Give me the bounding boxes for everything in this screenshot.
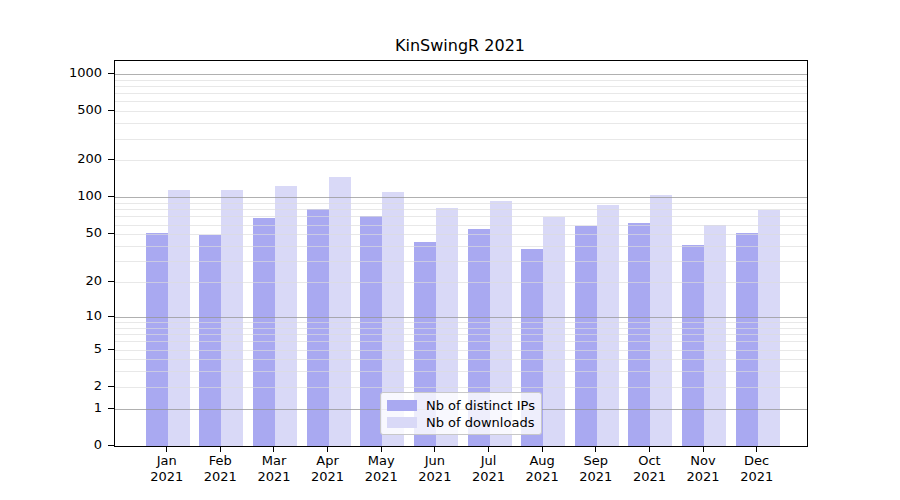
y-tick-label: 100 [12,188,102,204]
minor-gridline [115,123,807,124]
legend-item-downloads: Nb of downloads [387,414,535,430]
major-gridline [115,197,807,198]
y-tick-mark [108,281,114,282]
minor-gridline [115,246,807,247]
minor-gridline [115,341,807,342]
minor-gridline [115,371,807,372]
minor-gridline [115,160,807,161]
y-tick-label: 500 [12,102,102,118]
minor-gridline [115,334,807,335]
minor-gridline [115,387,807,388]
y-tick-mark [108,233,114,234]
legend-label-distinct-ips: Nb of distinct IPs [426,398,535,413]
minor-gridline [115,101,807,102]
minor-gridline [115,209,807,210]
minor-gridline [115,139,807,140]
x-tick-mark [703,446,704,452]
minor-gridline [115,216,807,217]
x-tick-mark [434,446,435,452]
minor-gridline [115,93,807,94]
minor-gridline [115,80,807,81]
x-tick-mark [595,446,596,452]
x-tick-month: Dec [725,453,789,469]
minor-gridline [115,234,807,235]
y-tick-mark [108,110,114,111]
y-tick-label: 10 [12,308,102,324]
plot-area: Nb of distinct IPs Nb of downloads [114,60,808,447]
y-tick-mark [108,196,114,197]
legend: Nb of distinct IPs Nb of downloads [380,392,542,435]
y-tick-mark [108,349,114,350]
x-tick-mark [166,446,167,452]
x-tick-label: Dec2021 [725,453,789,485]
minor-gridline [115,225,807,226]
y-tick-label: 50 [12,225,102,241]
major-gridline [115,317,807,318]
minor-gridline [115,111,807,112]
x-tick-mark [756,446,757,452]
x-tick-mark [327,446,328,452]
minor-gridline [115,261,807,262]
x-tick-mark [273,446,274,452]
minor-gridline [115,328,807,329]
legend-item-distinct-ips: Nb of distinct IPs [387,397,535,413]
legend-label-downloads: Nb of downloads [426,415,534,430]
y-tick-mark [108,316,114,317]
y-tick-label: 1000 [12,65,102,81]
y-tick-label: 20 [12,273,102,289]
y-tick-mark [108,408,114,409]
legend-swatch-distinct-ips [387,400,417,411]
x-tick-mark [542,446,543,452]
x-tick-mark [649,446,650,452]
minor-gridline [115,359,807,360]
legend-swatch-downloads [387,417,417,428]
y-tick-label: 200 [12,151,102,167]
chart-title: KinSwingR 2021 [114,36,806,55]
minor-gridline [115,203,807,204]
minor-gridline [115,350,807,351]
major-gridline [115,74,807,75]
x-tick-year: 2021 [725,469,789,485]
y-tick-label: 5 [12,341,102,357]
minor-gridline [115,322,807,323]
minor-gridline [115,282,807,283]
x-tick-mark [381,446,382,452]
y-axis: 01251020501002005001000 [0,0,114,500]
y-tick-label: 2 [12,378,102,394]
x-tick-mark [488,446,489,452]
x-tick-mark [220,446,221,452]
y-tick-label: 1 [12,400,102,416]
chart-container: KinSwingR 2021 Nb of distinct IPs Nb of … [0,0,900,500]
y-tick-mark [108,159,114,160]
y-tick-mark [108,386,114,387]
grid-layer [115,61,807,446]
y-tick-mark [108,73,114,74]
x-axis: Jan2021Feb2021Mar2021Apr2021May2021Jun20… [0,445,900,500]
minor-gridline [115,86,807,87]
